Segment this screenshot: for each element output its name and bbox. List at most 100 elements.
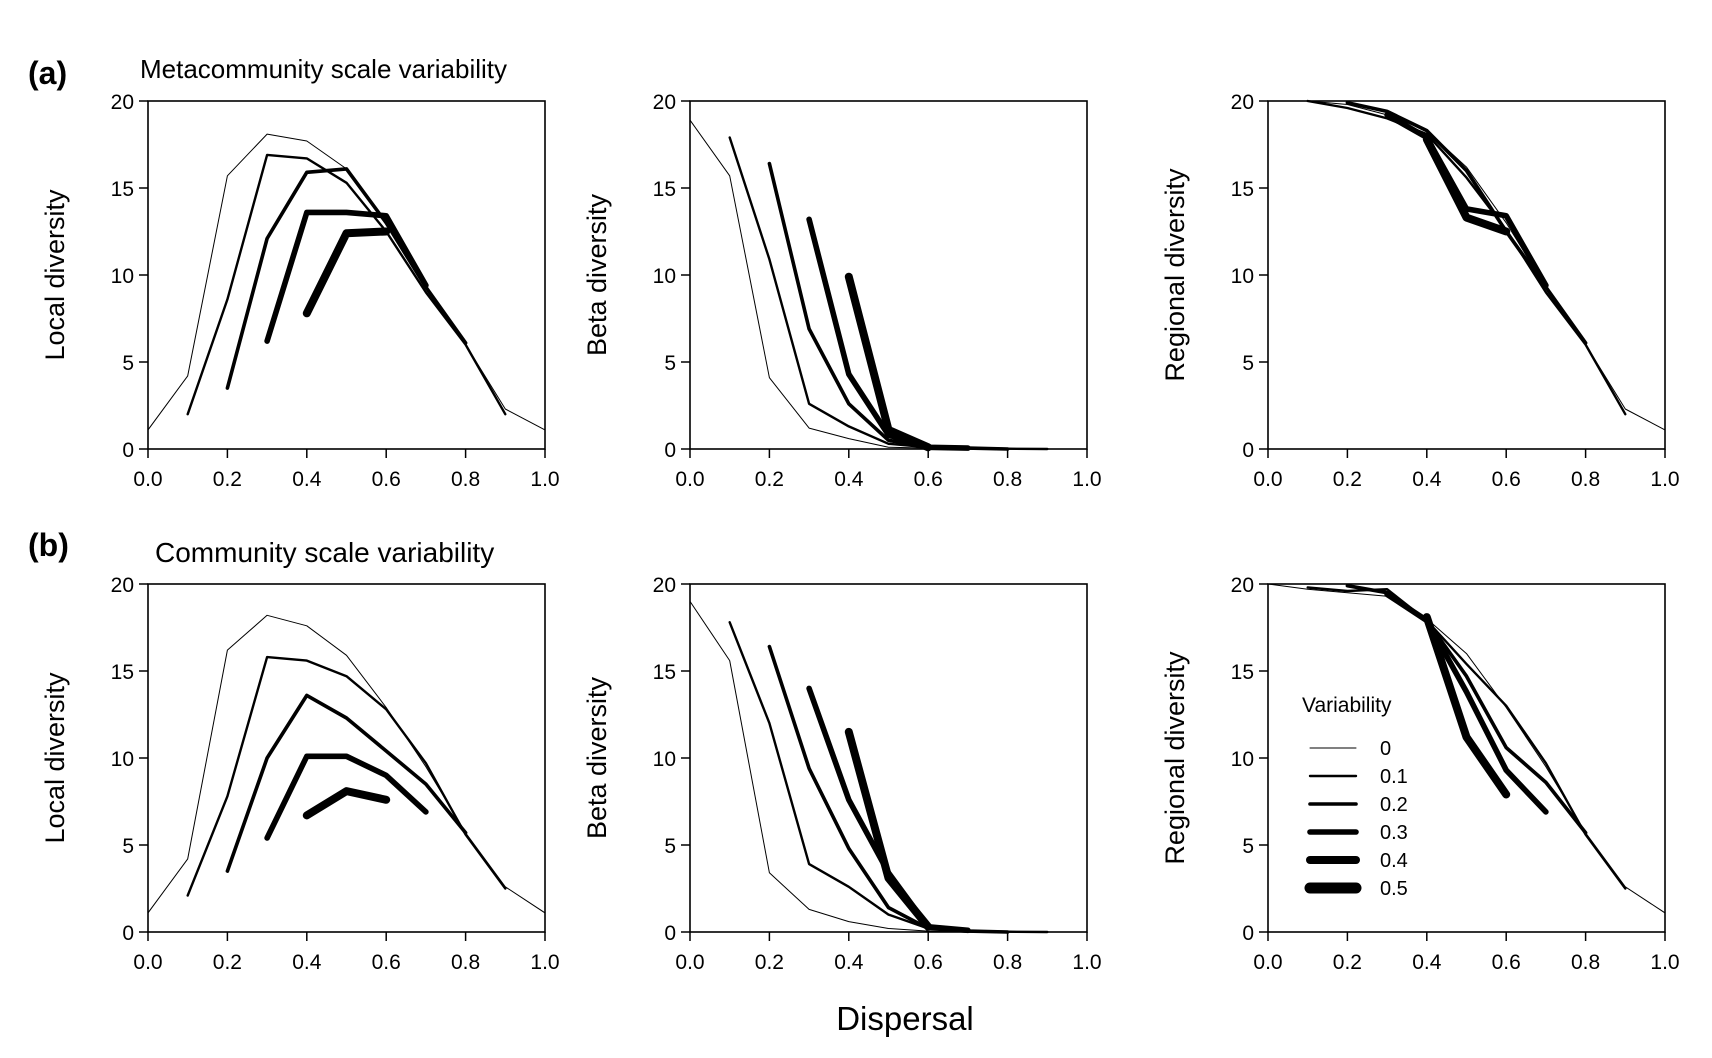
y-tick-label: 20	[1231, 91, 1254, 114]
y-tick-label: 10	[653, 265, 676, 288]
y-axis-label: Local diversity	[40, 672, 70, 844]
x-tick-label: 0.2	[1333, 468, 1362, 491]
y-tick-label: 15	[1231, 661, 1254, 684]
x-tick-label: 0.0	[133, 951, 162, 974]
legend-label: 0.2	[1380, 794, 1408, 816]
x-tick-label: 0.6	[1492, 951, 1521, 974]
legend-label: 0	[1380, 738, 1391, 760]
x-tick-label: 0.8	[1571, 951, 1600, 974]
series-line-0_3	[264, 753, 429, 841]
y-tick-label: 5	[664, 352, 676, 375]
y-tick-label: 20	[111, 91, 134, 114]
y-tick-label: 0	[122, 439, 134, 462]
x-tick-label: 0.6	[372, 951, 401, 974]
series-line-0_3	[264, 209, 429, 344]
panel-a-regional: 0.0 0.2 0.4 0.6 0.8 1.0 0 5 10 15 20 Regional diver…	[1160, 91, 1680, 491]
x-tick-label: 0.0	[1253, 951, 1282, 974]
x-tick-label: 0.6	[914, 468, 943, 491]
row-b-title: Community scale variability	[155, 537, 494, 568]
series-line-0_4	[1422, 135, 1511, 236]
y-tick-label: 5	[1242, 352, 1254, 375]
row-a-title: Metacommunity scale variability	[140, 54, 507, 84]
y-tick-label: 0	[664, 439, 676, 462]
series-line-0_2	[767, 161, 1010, 451]
x-tick-label: 0.2	[755, 951, 784, 974]
series-line-0	[148, 614, 545, 914]
series-line-0	[690, 119, 1087, 450]
panels: 0.0 0.2 0.4 0.6 0.8 1.0 0 5 10 15 20 Local diversit…	[40, 91, 1680, 974]
y-tick-label: 0	[122, 922, 134, 945]
y-tick-label: 10	[1231, 748, 1254, 771]
legend-label: 0.3	[1380, 822, 1408, 844]
y-tick-label: 0	[1242, 922, 1254, 945]
x-tick-label: 0.4	[1412, 468, 1442, 491]
x-tick-label: 1.0	[1650, 468, 1679, 491]
y-tick-label: 0	[664, 922, 676, 945]
common-xlabel: Dispersal	[836, 1000, 974, 1037]
x-tick-label: 0.8	[451, 951, 480, 974]
series-line-0_4	[844, 727, 933, 931]
series-line-0_4	[1422, 613, 1511, 799]
y-tick-label: 20	[111, 574, 134, 597]
legend: Variability 0 0.1 0.2 0.3 0.4 0.5	[1302, 694, 1408, 900]
legend-label: 0.1	[1380, 766, 1408, 788]
row-a-letter: (a)	[28, 55, 67, 91]
series-line-0_2	[767, 644, 1010, 934]
x-tick-label: 1.0	[1650, 951, 1679, 974]
y-axis-label: Local diversity	[40, 189, 70, 361]
x-tick-label: 0.0	[675, 468, 704, 491]
y-tick-label: 15	[111, 178, 134, 201]
y-tick-label: 15	[653, 178, 676, 201]
x-tick-label: 0.4	[834, 951, 864, 974]
series-line-0_3	[806, 216, 971, 451]
x-tick-label: 1.0	[530, 468, 559, 491]
legend-label: 0.5	[1380, 878, 1408, 900]
panel-b-regional: 0.0 0.2 0.4 0.6 0.8 1.0 0 5 10 15 20 Regional diver…	[1160, 574, 1680, 974]
series-line-0_1	[1306, 586, 1627, 890]
legend-label: 0.4	[1380, 850, 1408, 872]
x-tick-label: 0.4	[834, 468, 864, 491]
x-tick-label: 1.0	[530, 951, 559, 974]
series-line-0_2	[225, 693, 468, 873]
plot-frame	[1267, 100, 1666, 450]
series-line-0_1	[186, 655, 507, 897]
y-tick-label: 10	[653, 748, 676, 771]
y-tick-label: 20	[1231, 574, 1254, 597]
x-tick-label: 0.0	[675, 951, 704, 974]
y-tick-label: 15	[653, 661, 676, 684]
x-tick-label: 0.8	[993, 951, 1022, 974]
y-tick-label: 10	[111, 265, 134, 288]
series-line-0_2	[225, 167, 468, 390]
x-tick-label: 0.0	[1253, 468, 1282, 491]
x-tick-label: 0.8	[993, 468, 1022, 491]
y-tick-label: 5	[1242, 835, 1254, 858]
legend-entries: 0 0.1 0.2 0.3 0.4 0.5	[1304, 738, 1408, 900]
series-line-0_2	[1345, 100, 1588, 345]
x-tick-label: 0.0	[133, 468, 162, 491]
x-tick-label: 0.2	[213, 951, 242, 974]
x-tick-label: 1.0	[1072, 951, 1101, 974]
x-tick-label: 0.2	[1333, 951, 1362, 974]
plot-frame	[1267, 583, 1666, 933]
y-tick-label: 20	[653, 91, 676, 114]
y-axis-label: Beta diversity	[582, 676, 612, 839]
y-axis-label: Beta diversity	[582, 193, 612, 356]
y-tick-label: 15	[111, 661, 134, 684]
x-tick-label: 0.4	[1412, 951, 1442, 974]
y-tick-label: 10	[1231, 265, 1254, 288]
panel-b-beta: 0.0 0.2 0.4 0.6 0.8 1.0 0 5 10 15 20 Beta diversity	[582, 574, 1102, 974]
x-tick-label: 0.8	[451, 468, 480, 491]
y-tick-label: 10	[111, 748, 134, 771]
series-line-0_4	[302, 227, 391, 318]
series-line-0_3	[1384, 591, 1549, 815]
y-axis-label: Regional diversity	[1160, 651, 1190, 865]
x-tick-label: 0.6	[1492, 468, 1521, 491]
series-line-0_1	[186, 153, 507, 416]
x-tick-label: 0.2	[213, 468, 242, 491]
series-line-0_4	[302, 787, 391, 820]
x-tick-label: 1.0	[1072, 468, 1101, 491]
y-tick-label: 15	[1231, 178, 1254, 201]
y-tick-label: 20	[653, 574, 676, 597]
y-tick-label: 0	[1242, 439, 1254, 462]
